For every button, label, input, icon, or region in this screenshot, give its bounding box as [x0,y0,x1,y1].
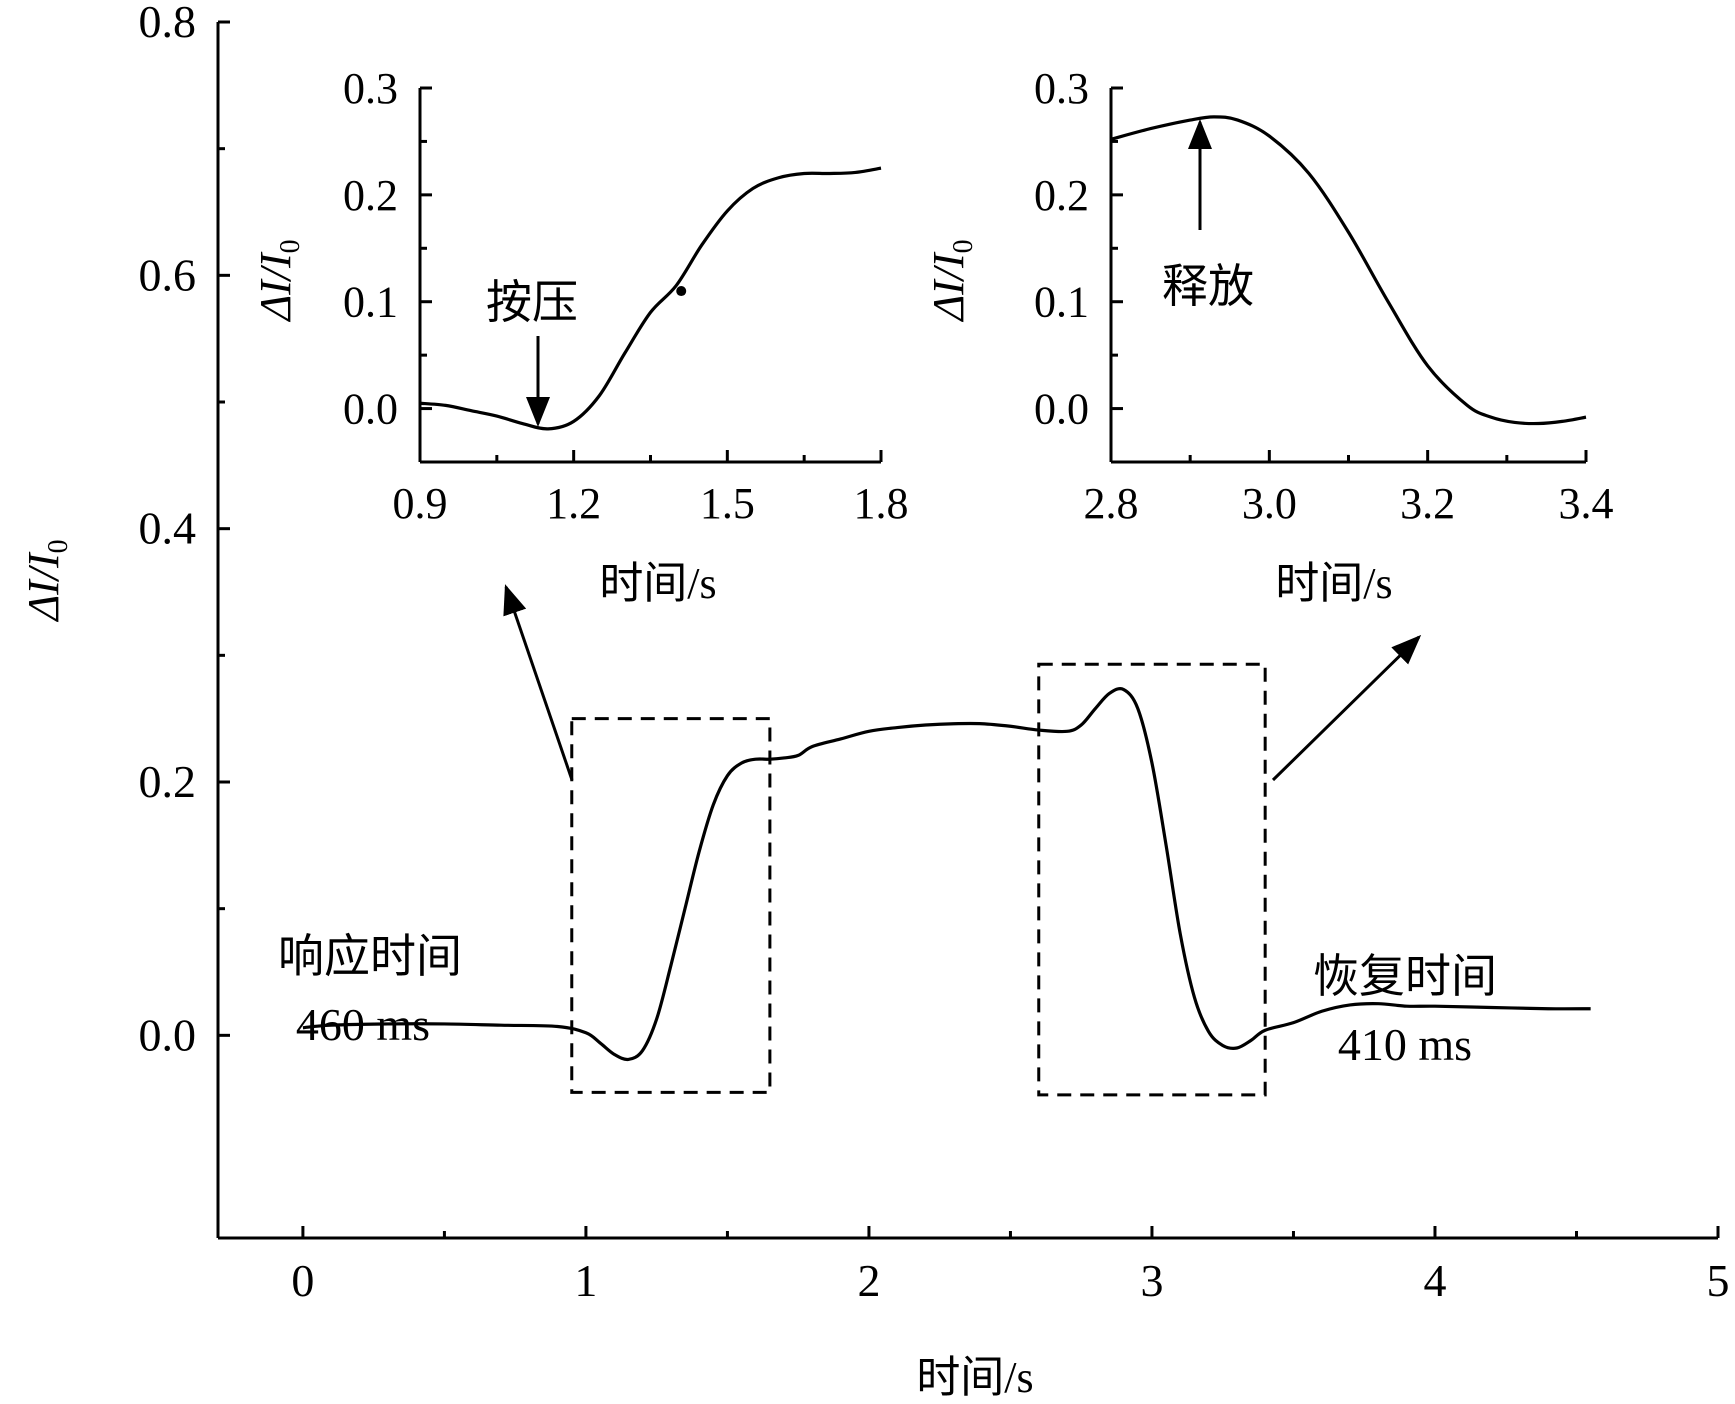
inset-right-y-tick-label: 0.2 [1034,171,1089,220]
response-time-label: 响应时间 [278,929,462,983]
main-series-line [302,687,1591,1062]
press-label: 按压 [486,275,578,329]
inset-right-y-tick-label: 0.0 [1034,385,1089,434]
inset-left-x-tick-label: 1.2 [546,479,601,528]
inset-left-ticks: 0.9 1.2 1.5 1.8 0.0 0.1 0.2 0.3 [343,64,909,528]
main-ticks: 0 1 2 3 4 5 0.0 0.2 0.4 0.6 0.8 [139,0,1730,1306]
inset-left-marker-point [676,286,687,297]
main-x-tick-label: 1 [574,1255,597,1306]
main-x-tick-label: 5 [1707,1255,1730,1306]
inset-left-y-tick-label: 0.2 [343,171,398,220]
response-time-value: 460 ms [296,999,430,1050]
inset-right-x-tick-label: 3.0 [1242,479,1297,528]
inset-right-x-axis-title: 时间/s [1275,559,1392,608]
left-zoom-arrow [503,584,574,781]
inset-left-series-line [419,166,882,431]
inset-left-series [419,166,882,431]
inset-right-series-line [1110,115,1587,426]
inset-right-chart: 2.8 3.0 3.2 3.4 0.0 0.1 0.2 0.3 时间/s ΔI/I0 释放 [924,64,1614,608]
inset-right-y-axis-title: ΔI/I0 [924,239,979,322]
main-axes [216,22,1718,1240]
release-label: 释放 [1162,259,1254,313]
main-y-tick-label: 0.8 [139,0,197,47]
inset-left-x-tick-label: 1.5 [700,479,755,528]
main-y-tick-label: 0.2 [139,756,197,807]
main-highlight-boxes [570,662,1267,1097]
main-chart: 0 1 2 3 4 5 0.0 0.2 0.4 0.6 0.8 时间/s ΔI/I0 响应时间 46… [19,0,1730,1402]
main-x-axis-title: 时间/s [916,1353,1033,1402]
main-x-tick-label: 3 [1140,1255,1163,1306]
main-x-tick-label: 2 [857,1255,880,1306]
main-y-tick-label: 0.6 [139,249,197,300]
inset-right-ticks: 2.8 3.0 3.2 3.4 0.0 0.1 0.2 0.3 [1034,64,1614,528]
inset-left-chart: 0.9 1.2 1.5 1.8 0.0 0.1 0.2 0.3 时间/s ΔI/I0 按压 [251,64,909,608]
main-y-tick-label: 0.0 [139,1009,197,1060]
right-zoom-arrow [1271,634,1422,782]
main-series [302,687,1591,1062]
inset-right-x-tick-label: 3.4 [1559,479,1614,528]
press-zoom-box [570,717,772,1094]
inset-right-y-tick-label: 0.1 [1034,278,1089,327]
main-x-tick-label: 0 [291,1255,314,1306]
inset-left-y-tick-label: 0.1 [343,278,398,327]
main-y-tick-label: 0.4 [139,503,197,554]
recovery-time-label: 恢复时间 [1313,949,1497,1003]
main-y-axis-title: ΔI/I0 [19,539,74,622]
inset-right-y-tick-label: 0.3 [1034,64,1089,113]
inset-left-y-tick-label: 0.3 [343,64,398,113]
inset-left-x-tick-label: 1.8 [854,479,909,528]
inset-left-x-tick-label: 0.9 [393,479,448,528]
recovery-time-value: 410 ms [1338,1019,1472,1070]
inset-right-x-tick-label: 3.2 [1400,479,1455,528]
release-zoom-box [1037,662,1267,1097]
inset-left-y-tick-label: 0.0 [343,385,398,434]
inset-left-x-axis-title: 时间/s [599,559,716,608]
inset-right-x-tick-label: 2.8 [1084,479,1139,528]
main-x-tick-label: 4 [1423,1255,1446,1306]
inset-right-series [1110,115,1587,426]
inset-left-y-axis-title: ΔI/I0 [251,239,306,322]
